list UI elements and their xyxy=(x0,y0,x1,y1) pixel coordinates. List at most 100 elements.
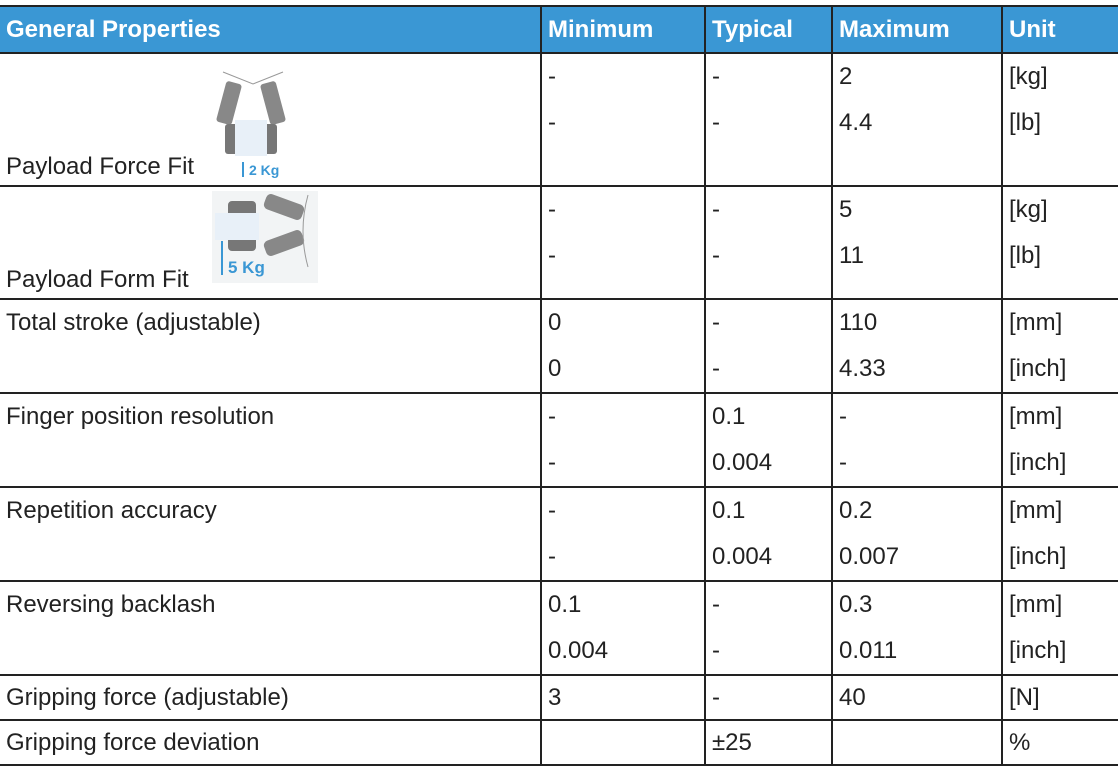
min-cell: -- xyxy=(540,186,705,300)
unit-cell: [mm] [inch] xyxy=(1001,299,1118,394)
typ-value: - xyxy=(712,637,720,664)
max-value: - xyxy=(839,449,847,476)
property-label: Finger position resolution xyxy=(6,403,275,430)
force-fit-caption: 2 Kg xyxy=(249,162,279,178)
min-cell: -- xyxy=(540,393,705,488)
typ-cell: ±25 xyxy=(704,720,832,766)
form-fit-gripper-image: 5 Kg xyxy=(212,191,318,290)
header-general-properties: General Properties xyxy=(0,5,541,54)
max-value: 0.3 xyxy=(839,591,873,618)
max-cell xyxy=(831,720,1002,766)
typ-cell: - xyxy=(704,675,832,721)
max-value: 5 xyxy=(839,196,853,223)
min-value: - xyxy=(548,403,556,430)
max-value: 0.011 xyxy=(839,637,898,664)
typ-cell: 0.1 0.004 xyxy=(704,487,832,582)
property-label: Gripping force deviation xyxy=(6,729,260,756)
unit-value: [mm] xyxy=(1009,403,1063,430)
form-fit-caption: 5 Kg xyxy=(228,258,265,277)
typ-value: - xyxy=(712,109,720,136)
unit-value: [lb] xyxy=(1009,109,1042,136)
table-row: Total stroke (adjustable) 0 0- -110 4.33 [mm]… xyxy=(0,299,1118,394)
property-cell: Total stroke (adjustable) xyxy=(0,299,541,394)
typ-value: - xyxy=(712,196,720,223)
min-cell xyxy=(540,720,705,766)
max-cell: 40 xyxy=(831,675,1002,721)
unit-value: [kg] xyxy=(1009,196,1048,223)
unit-value: % xyxy=(1009,729,1031,756)
typ-value: - xyxy=(712,63,720,90)
max-cell: -- xyxy=(831,393,1002,488)
property-label: Repetition accuracy xyxy=(6,497,217,524)
unit-value: [mm] xyxy=(1009,309,1063,336)
max-value: 4.33 xyxy=(839,355,886,382)
unit-value: [inch] xyxy=(1009,449,1067,476)
max-value: - xyxy=(839,403,847,430)
header-minimum: Minimum xyxy=(540,5,705,54)
unit-value: [kg] xyxy=(1009,63,1048,90)
table-row: Finger position resolution - -0.1 0.004- - [m… xyxy=(0,393,1118,488)
min-value: 0.004 xyxy=(548,637,609,664)
unit-cell: % xyxy=(1001,720,1118,766)
min-cell: -- xyxy=(540,487,705,582)
min-value: - xyxy=(548,63,556,90)
min-cell: 3 xyxy=(540,675,705,721)
typ-cell: -- xyxy=(704,186,832,300)
typ-value: 0.004 xyxy=(712,543,773,570)
property-cell: Gripping force deviation xyxy=(0,720,541,766)
max-value: 11 xyxy=(839,242,864,269)
unit-value: [N] xyxy=(1009,684,1040,711)
unit-value: [mm] xyxy=(1009,591,1063,618)
typ-value: - xyxy=(712,242,720,269)
min-value xyxy=(548,721,698,764)
unit-cell: [mm] [inch] xyxy=(1001,487,1118,582)
property-cell: Repetition accuracy xyxy=(0,487,541,582)
property-label: Reversing backlash xyxy=(6,591,216,618)
header-row: General Properties Minimum Typical Maxim… xyxy=(0,5,1118,54)
typ-value: 0.1 xyxy=(712,403,746,430)
unit-value: [lb] xyxy=(1009,242,1042,269)
typ-cell: 0.1 0.004 xyxy=(704,393,832,488)
property-cell: Payload Form Fit 5 Kg xyxy=(0,186,541,300)
max-value xyxy=(839,721,995,764)
property-label: Payload Form Fit xyxy=(6,266,189,293)
property-label: Gripping force (adjustable) xyxy=(6,684,289,711)
min-value: - xyxy=(548,109,556,136)
max-value: 0.007 xyxy=(839,543,900,570)
unit-cell: [mm] [inch] xyxy=(1001,393,1118,488)
min-value: 0 xyxy=(548,355,562,382)
max-cell: 0.3 0.011 xyxy=(831,581,1002,676)
general-properties-table: General Properties Minimum Typical Maxim… xyxy=(0,5,1118,766)
max-cell: 110 4.33 xyxy=(831,299,1002,394)
typ-value: ±25 xyxy=(712,729,752,756)
typ-value: - xyxy=(712,591,720,618)
table-row: Gripping force deviation ±25% xyxy=(0,720,1118,766)
min-value: 0 xyxy=(548,309,562,336)
typ-value: - xyxy=(712,309,720,336)
unit-value: [inch] xyxy=(1009,637,1067,664)
min-value: - xyxy=(548,449,556,476)
min-value: 3 xyxy=(548,684,562,711)
max-cell: 2 4.4 xyxy=(831,53,1002,187)
table-row: Gripping force (adjustable) 3 - 40 [N] xyxy=(0,675,1118,721)
property-label: Total stroke (adjustable) xyxy=(6,309,261,336)
max-value: 4.4 xyxy=(839,109,873,136)
table-row: Repetition accuracy - - 0.1 0.004 0.2 0.007 [mm… xyxy=(0,487,1118,582)
max-value: 40 xyxy=(839,684,866,711)
unit-value: [mm] xyxy=(1009,497,1063,524)
typ-value: - xyxy=(712,684,720,711)
typ-cell: -- xyxy=(704,299,832,394)
typ-value: - xyxy=(712,355,720,382)
max-value: 0.2 xyxy=(839,497,873,524)
typ-cell: -- xyxy=(704,53,832,187)
max-value: 110 xyxy=(839,309,878,336)
max-cell: 5 11 xyxy=(831,186,1002,300)
max-cell: 0.2 0.007 xyxy=(831,487,1002,582)
unit-value: [inch] xyxy=(1009,355,1067,382)
min-value: 0.1 xyxy=(548,591,582,618)
max-value: 2 xyxy=(839,63,853,90)
typ-value: 0.1 xyxy=(712,497,746,524)
property-label: Payload Force Fit xyxy=(6,153,195,180)
table-row: Payload Form Fit 5 Kg - - - -5 11 [kg] [lb] xyxy=(0,186,1118,300)
